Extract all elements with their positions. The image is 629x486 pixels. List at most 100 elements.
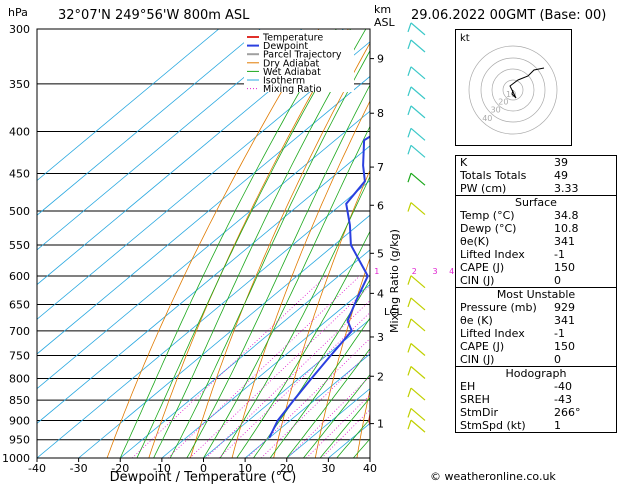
isotherm-line bbox=[37, 41, 370, 320]
height-tick-label: 3 bbox=[377, 331, 384, 344]
x-tick-label: 0 bbox=[200, 462, 207, 475]
pressure-tick-label: 400 bbox=[9, 126, 30, 139]
table-row: Temp (°C) 34.8 bbox=[456, 209, 616, 222]
isotherm-line bbox=[37, 110, 370, 390]
pressure-tick-label: 550 bbox=[9, 239, 30, 252]
row-label: Lifted Index bbox=[460, 248, 525, 261]
x-tick-label: 20 bbox=[280, 462, 294, 475]
wind-barb bbox=[410, 419, 426, 433]
wind-barb-flag bbox=[407, 202, 412, 212]
row-label: Totals Totals bbox=[460, 169, 527, 182]
x-tick-label: -30 bbox=[70, 462, 88, 475]
table-row: θe(K) 341 bbox=[456, 235, 616, 248]
legend-label: Temperature bbox=[262, 33, 323, 44]
x-tick-label: 10 bbox=[238, 462, 252, 475]
hodograph: kt 40 30 20 10 bbox=[455, 29, 572, 146]
x-tick-label: -20 bbox=[111, 462, 129, 475]
row-value: 49 bbox=[554, 169, 568, 182]
wind-barb-flag bbox=[407, 387, 412, 398]
row-value: 150 bbox=[554, 261, 575, 274]
legend-background bbox=[244, 30, 354, 92]
dry-adiabat-line bbox=[231, 100, 370, 458]
isotherm-line bbox=[203, 318, 370, 458]
hodograph-ring bbox=[480, 57, 546, 123]
pressure-tick-label: 300 bbox=[9, 23, 30, 36]
isotherm-line bbox=[37, 29, 261, 216]
row-label: PW (cm) bbox=[460, 182, 507, 195]
row-value: 34.8 bbox=[554, 209, 579, 222]
height-tick-label: 8 bbox=[377, 107, 384, 120]
hodograph-ring-label: 20 bbox=[498, 98, 508, 107]
table-row: CAPE (J) 150 bbox=[456, 261, 616, 274]
table-row: Lifted Index -1 bbox=[456, 248, 616, 261]
wind-barb-flag bbox=[407, 318, 412, 329]
table-row: K 39 bbox=[456, 156, 616, 169]
isotherm-line bbox=[244, 353, 370, 458]
wind-barb-flag bbox=[407, 22, 412, 33]
mixing-ratio-line bbox=[205, 300, 370, 458]
legend-label: Wet Adiabat bbox=[263, 67, 321, 78]
wind-barb bbox=[410, 297, 426, 311]
pressure-tick-label: 800 bbox=[9, 372, 30, 385]
mixing-ratio-line bbox=[247, 338, 370, 458]
pressure-tick-label: 900 bbox=[9, 414, 30, 427]
wind-barb bbox=[410, 408, 426, 421]
hodograph-ring-label: 10 bbox=[506, 90, 516, 99]
wind-barb-flag bbox=[407, 39, 412, 50]
table-row: StmDir 266° bbox=[456, 406, 616, 419]
asl-unit-label: ASL bbox=[374, 16, 396, 29]
legend-label: Isotherm bbox=[263, 76, 305, 87]
section-title: Hodograph bbox=[505, 367, 567, 380]
pressure-unit-label: hPa bbox=[8, 6, 28, 19]
row-value: 3.33 bbox=[554, 182, 579, 195]
row-label: EH bbox=[460, 380, 476, 393]
table-row: Lifted Index -1 bbox=[456, 327, 616, 340]
location-title: 32°07'N 249°56'W 800m ASL bbox=[58, 8, 250, 23]
row-label: K bbox=[460, 156, 468, 169]
wind-barb bbox=[410, 172, 426, 186]
hodograph-ring bbox=[468, 45, 558, 135]
height-tick-label: 4 bbox=[377, 287, 384, 300]
legend-label: Dry Adiabat bbox=[263, 58, 320, 69]
wet-adiabat-line bbox=[203, 125, 370, 458]
table-row: CIN (J) 0 bbox=[456, 353, 616, 366]
row-value: 341 bbox=[554, 314, 575, 327]
row-label: CAPE (J) bbox=[460, 340, 505, 353]
indices-table: K 39 Totals Totals 49 PW (cm) 3.33 Surface Tem… bbox=[455, 155, 617, 433]
isotherm-line bbox=[37, 29, 303, 251]
wet-adiabat-line bbox=[186, 84, 370, 458]
x-tick-label: -10 bbox=[153, 462, 171, 475]
wind-barb bbox=[410, 127, 426, 141]
x-axis-label: Dewpoint / Temperature (°C) bbox=[110, 470, 297, 485]
lcl-label: LCL bbox=[384, 307, 403, 318]
table-row: EH -40 bbox=[456, 380, 616, 393]
table-row: Pressure (mb) 929 bbox=[456, 301, 616, 314]
row-value: -40 bbox=[554, 380, 572, 393]
wind-barb-flag bbox=[407, 128, 412, 138]
pressure-tick-label: 350 bbox=[9, 78, 30, 91]
wind-barb bbox=[410, 275, 426, 289]
row-label: θe (K) bbox=[460, 314, 493, 327]
wet-adiabat-line bbox=[319, 397, 370, 458]
table-row: SREH -43 bbox=[456, 393, 616, 406]
wet-adiabat-line bbox=[219, 175, 370, 458]
isotherm-line bbox=[78, 214, 370, 458]
pressure-tick-label: 700 bbox=[9, 325, 30, 338]
x-tick-label: 30 bbox=[321, 462, 335, 475]
mixing-ratio-axis-label: Mixing Ratio (g/kg) bbox=[388, 229, 401, 333]
table-row: CIN (J) 0 bbox=[456, 274, 616, 287]
wind-barb bbox=[410, 144, 426, 158]
height-tick-label: 1 bbox=[377, 418, 384, 431]
legend-label: Mixing Ratio bbox=[263, 84, 322, 95]
row-value: -43 bbox=[554, 393, 572, 406]
wet-adiabat-line bbox=[303, 373, 370, 458]
row-label: Dewp (°C) bbox=[460, 222, 517, 235]
mixing-ratio-line bbox=[218, 311, 370, 458]
height-tick-label: 6 bbox=[377, 199, 384, 212]
wet-adiabat-line bbox=[136, 29, 351, 458]
wind-barb bbox=[410, 66, 426, 80]
row-value: 0 bbox=[554, 274, 561, 287]
wind-barb bbox=[410, 202, 426, 216]
wind-barb bbox=[410, 86, 426, 100]
